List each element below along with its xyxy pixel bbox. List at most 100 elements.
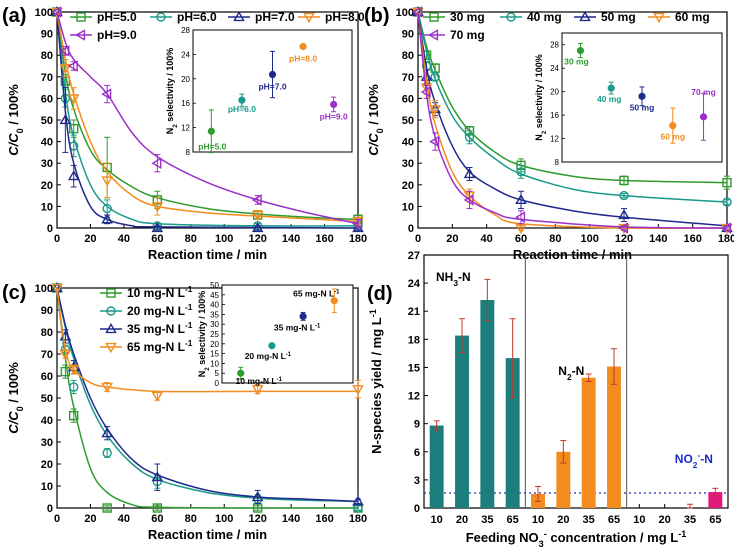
y-tick-label: 0 [47, 503, 53, 515]
fit-line [56, 11, 359, 225]
y-tick-label: 30 [41, 158, 53, 170]
series-pH=9.0 [50, 6, 363, 230]
x-axis-label: Feeding NO3- concentration / mg L-1 [466, 529, 687, 549]
x-tick-label: 120 [248, 513, 266, 525]
legend-label: pH=6.0 [177, 10, 217, 24]
x-tick-label: 20 [84, 513, 96, 525]
data-point [101, 382, 113, 394]
inset-y-tick-label: 28 [181, 26, 190, 35]
data-point [69, 410, 79, 421]
data-point [69, 123, 79, 134]
legend-marker [429, 12, 439, 22]
fit-line [56, 11, 359, 223]
inset-marker [299, 42, 307, 51]
y-tick-label: 30 [41, 437, 53, 449]
y-tick-label: 70 [41, 349, 53, 361]
inset-y-tick-label: 0 [215, 379, 220, 388]
y-tick-label: 6 [414, 447, 420, 459]
y-tick-label: 100 [35, 7, 53, 19]
inset-point-label: 50 mg [630, 102, 655, 112]
inset-y-tick-label: 15 [210, 350, 219, 359]
inset-marker [238, 96, 246, 104]
legend-entry: 65 mg-N L-1 [100, 338, 193, 354]
data-point [351, 217, 363, 230]
inset-y-tick-label: 5 [215, 369, 220, 378]
inset-y-tick-label: 16 [181, 99, 190, 108]
legend-entry: pH=7.0 [228, 10, 295, 24]
inset-y-tick-label: 12 [181, 124, 190, 133]
y-tick-label: 90 [41, 29, 53, 41]
legend-label: 65 mg-N L-1 [127, 338, 193, 354]
inset-point-label: pH=9.0 [320, 111, 348, 121]
data-point [429, 105, 441, 116]
fit-line [417, 11, 728, 227]
inset-y-tick-label: 12 [550, 135, 559, 144]
data-point [251, 221, 264, 233]
x-tick-label: 140 [282, 513, 300, 525]
x-tick-label: 40 [118, 513, 130, 525]
y-tick-label: 50 [41, 115, 53, 127]
bar [607, 366, 621, 508]
inset-y-tick-label: 16 [550, 111, 559, 120]
y-tick-label: 0 [414, 503, 420, 515]
inset-point: 35 mg-N L-1 [274, 311, 321, 332]
panel-c: 0 20 40 60 80 100 120 140 160 1800102030405060708… [2, 281, 367, 542]
legend-entry: 50 mg [574, 10, 636, 24]
x-tick-label: 20 [446, 233, 458, 245]
inset-point-label: 20 mg-N L-1 [245, 351, 292, 361]
legend-entry: 35 mg-N L-1 [100, 320, 193, 336]
inset-y-label: N2 selectivity / 100% [165, 48, 179, 135]
data-point [251, 194, 262, 206]
data-point [151, 157, 162, 170]
data-point [67, 170, 80, 181]
inset-point: pH=9.0 [320, 96, 348, 121]
y-tick-label: 80 [41, 327, 53, 339]
panel-a: 0 20 40 60 80 100 120 140 160 180 0 10 20 30 40 50 60 70 8… [2, 5, 367, 262]
data-point [352, 385, 364, 396]
data-point [722, 177, 732, 188]
data-point [515, 193, 527, 205]
inset-y-tick-label: 20 [210, 340, 219, 349]
legend-entry: pH=9.0 [70, 28, 137, 42]
inset-y-tick-label: 25 [210, 330, 219, 339]
x-axis-label: Reaction time / min [148, 247, 267, 262]
y-tick-label: 80 [41, 50, 53, 62]
data-point [101, 88, 112, 100]
legend-marker [233, 10, 245, 22]
inset-point-label: 60 mg [660, 132, 685, 142]
x-tick-label: 80 [185, 513, 197, 525]
legend-label: 35 mg-N L-1 [127, 320, 193, 336]
y-tick-label: 30 [402, 158, 414, 170]
x-tick-label: 140 [649, 233, 667, 245]
panel-d: 0 3 6 9 12 15 18 21 24 27 10 20 35 65 10 20 35 65 10 20 35 65… [367, 250, 729, 549]
data-point [59, 45, 70, 57]
data-point [352, 495, 364, 506]
x-tick-label: 10 [431, 514, 443, 526]
legend-label: pH=5.0 [97, 10, 137, 24]
legend-entry: pH=5.0 [70, 10, 137, 24]
legend-marker [427, 29, 439, 41]
panel-label: (c) [2, 282, 26, 304]
panel-label: (d) [367, 283, 393, 305]
inset-point: pH=5.0 [198, 109, 227, 154]
panel-b: 0 20 40 60 80 100 120 140 160 180 0 10 20 30 40 50 60 70 8… [364, 5, 734, 262]
x-tick-label: 20 [84, 233, 96, 245]
bar [505, 358, 520, 508]
inset-point: 30 mg [564, 43, 589, 67]
legend-marker [76, 12, 86, 22]
inset-point-label: 40 mg [597, 94, 622, 104]
y-tick-label: 24 [408, 278, 421, 290]
data-point [251, 210, 264, 222]
y-tick-label: 70 [41, 72, 53, 84]
data-point [151, 221, 164, 233]
y-tick-label: 0 [408, 223, 414, 235]
bar-group-N2-N [531, 348, 621, 508]
legend-label: 60 mg [675, 10, 710, 24]
bar [708, 492, 723, 508]
y-tick-label: 50 [41, 393, 53, 405]
data-point [617, 222, 629, 234]
bar [480, 299, 495, 508]
x-tick-label: 20 [557, 514, 569, 526]
legend-marker [303, 12, 315, 24]
